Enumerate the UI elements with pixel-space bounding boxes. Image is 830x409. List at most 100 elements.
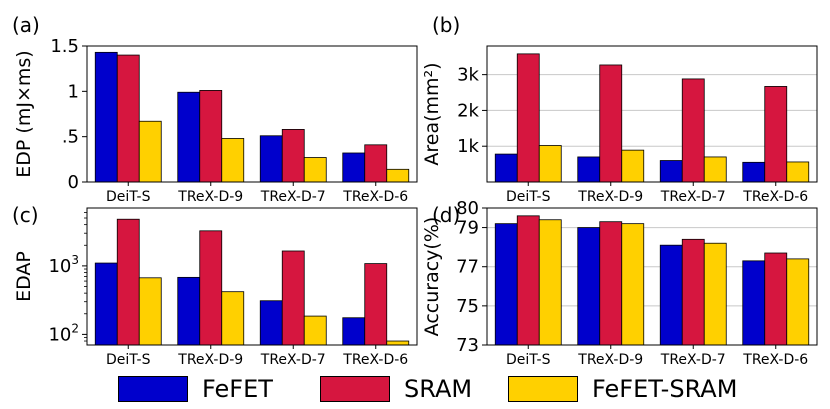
y-axis-label: Area(mm²) bbox=[421, 62, 443, 165]
legend-item-sram: SRAM bbox=[320, 374, 472, 404]
bar-sram-trex-d-7 bbox=[681, 238, 705, 346]
bar-fefet-sram-trex-d-9 bbox=[621, 149, 645, 183]
bar-fefet-sram-trex-d-7 bbox=[303, 157, 327, 183]
bar-fefet-trex-d-7 bbox=[659, 160, 683, 183]
bar-sram-deit-s bbox=[116, 54, 140, 183]
bar-fefet-trex-d-6 bbox=[742, 161, 766, 183]
bar-sram-trex-d-7 bbox=[681, 78, 705, 183]
x-tick-label: TReX-D-6 bbox=[342, 352, 408, 368]
y-tick-label: 0 bbox=[68, 172, 79, 193]
x-tick-label: TReX-D-9 bbox=[577, 189, 643, 205]
legend-swatch-fefet bbox=[118, 376, 188, 402]
x-tick-label: TReX-D-6 bbox=[742, 352, 808, 368]
bar-sram-trex-d-7 bbox=[281, 129, 305, 183]
y-tick-label: 75 bbox=[456, 296, 479, 317]
x-tick-label: DeiT-S bbox=[506, 352, 551, 368]
bar-fefet-sram-trex-d-6 bbox=[786, 161, 810, 183]
bar-fefet-sram-trex-d-9 bbox=[221, 138, 245, 183]
legend: FeFET SRAM FeFET-SRAM bbox=[0, 372, 830, 406]
bar-fefet-trex-d-9 bbox=[577, 156, 601, 183]
legend-item-fefet: FeFET bbox=[118, 374, 273, 404]
x-tick-label: TReX-D-7 bbox=[660, 189, 726, 205]
bar-fefet-sram-trex-d-6 bbox=[386, 340, 410, 346]
bar-fefet-deit-s bbox=[494, 223, 518, 346]
bar-fefet-sram-trex-d-7 bbox=[703, 156, 727, 183]
bar-fefet-sram-trex-d-7 bbox=[703, 242, 727, 346]
chart-panel-b: DeiT-S TReX-D-9 TReX-D-7 TReX-D-6 1k 2k 3k Area… bbox=[421, 13, 818, 205]
legend-label-sram: SRAM bbox=[404, 375, 473, 403]
bar-sram-trex-d-9 bbox=[199, 230, 223, 346]
legend-item-fefet-sram: FeFET-SRAM bbox=[508, 374, 737, 404]
y-tick-label: 2k bbox=[457, 100, 479, 121]
x-tick-label: TReX-D-6 bbox=[742, 189, 808, 205]
x-tick-label: TReX-D-7 bbox=[260, 352, 326, 368]
axes-frame bbox=[486, 207, 818, 346]
bar-fefet-trex-d-6 bbox=[342, 317, 366, 346]
bar-sram-trex-d-9 bbox=[599, 64, 623, 183]
bar-fefet-sram-trex-d-9 bbox=[221, 291, 245, 346]
y-axis-label: Accuracy(%) bbox=[421, 217, 443, 337]
y-axis-label: EDP (mJ×ms) bbox=[13, 50, 35, 177]
bar-fefet-trex-d-9 bbox=[177, 91, 201, 183]
bar-sram-trex-d-6 bbox=[764, 86, 788, 183]
bar-fefet-trex-d-6 bbox=[342, 152, 366, 183]
y-tick-label: 102 bbox=[48, 321, 79, 345]
bar-sram-trex-d-9 bbox=[599, 221, 623, 346]
y-tick-label: 77 bbox=[456, 257, 479, 278]
bar-sram-trex-d-7 bbox=[281, 250, 305, 346]
bar-fefet-trex-d-9 bbox=[177, 276, 201, 346]
bar-fefet-trex-d-7 bbox=[259, 300, 283, 346]
bar-sram-trex-d-9 bbox=[199, 90, 223, 183]
bar-fefet-trex-d-6 bbox=[742, 260, 766, 346]
bar-sram-trex-d-6 bbox=[364, 263, 388, 346]
y-tick-label: 1k bbox=[457, 136, 479, 157]
panel-label: (b) bbox=[432, 13, 460, 37]
bar-fefet-sram-deit-s bbox=[538, 145, 562, 183]
axes-frame bbox=[86, 45, 418, 183]
bar-fefet-sram-trex-d-6 bbox=[786, 258, 810, 346]
bar-fefet-sram-trex-d-7 bbox=[303, 315, 327, 346]
x-tick-label: TReX-D-6 bbox=[342, 189, 408, 205]
bar-fefet-trex-d-7 bbox=[659, 244, 683, 346]
x-tick-label: DeiT-S bbox=[106, 189, 151, 205]
x-tick-label: TReX-D-9 bbox=[177, 352, 243, 368]
panel-label: (a) bbox=[12, 13, 40, 37]
y-tick-label: 1.5 bbox=[50, 36, 79, 57]
legend-swatch-fefet-sram bbox=[508, 376, 578, 402]
legend-swatch-sram bbox=[320, 376, 390, 402]
bar-fefet-sram-deit-s bbox=[138, 277, 162, 346]
y-tick-label: 79 bbox=[456, 218, 479, 239]
x-tick-label: TReX-D-9 bbox=[577, 352, 643, 368]
bar-fefet-sram-trex-d-6 bbox=[386, 168, 410, 183]
x-tick-label: TReX-D-7 bbox=[260, 189, 326, 205]
x-tick-label: DeiT-S bbox=[506, 189, 551, 205]
bar-fefet-trex-d-7 bbox=[259, 135, 283, 183]
y-tick-label: 103 bbox=[48, 253, 79, 277]
figure: DeiT-S TReX-D-9 TReX-D-7 TReX-D-6 0 .5 1 1.5 EDP… bbox=[12, 13, 818, 368]
y-tick-label: 3k bbox=[457, 65, 479, 86]
bar-sram-trex-d-6 bbox=[764, 252, 788, 346]
bar-fefet-deit-s bbox=[94, 262, 118, 346]
y-tick-label: 73 bbox=[456, 335, 479, 356]
bar-sram-deit-s bbox=[116, 218, 140, 346]
panel-label: (c) bbox=[12, 203, 39, 227]
x-tick-label: TReX-D-9 bbox=[177, 189, 243, 205]
bar-fefet-deit-s bbox=[94, 51, 118, 183]
x-tick-label: DeiT-S bbox=[106, 352, 151, 368]
bar-fefet-sram-trex-d-9 bbox=[621, 223, 645, 346]
bar-fefet-sram-deit-s bbox=[138, 120, 162, 183]
y-tick-label: 80 bbox=[456, 198, 479, 219]
bar-sram-deit-s bbox=[516, 215, 540, 346]
bar-fefet-sram-deit-s bbox=[538, 219, 562, 346]
chart-panel-d: DeiT-S TReX-D-9 TReX-D-7 TReX-D-6 73 75 77 7980… bbox=[421, 198, 818, 368]
legend-label-fefet: FeFET bbox=[202, 375, 273, 403]
legend-label-fefet-sram: FeFET-SRAM bbox=[592, 375, 738, 403]
x-tick-label: TReX-D-7 bbox=[660, 352, 726, 368]
y-tick-label: 1 bbox=[68, 81, 79, 102]
axes-frame bbox=[486, 45, 818, 183]
panel-label: (d) bbox=[432, 203, 460, 227]
y-tick-label: .5 bbox=[62, 127, 79, 148]
y-axis-label: EDAP bbox=[13, 251, 35, 302]
bar-fefet-trex-d-9 bbox=[577, 227, 601, 346]
bar-fefet-deit-s bbox=[494, 153, 518, 183]
